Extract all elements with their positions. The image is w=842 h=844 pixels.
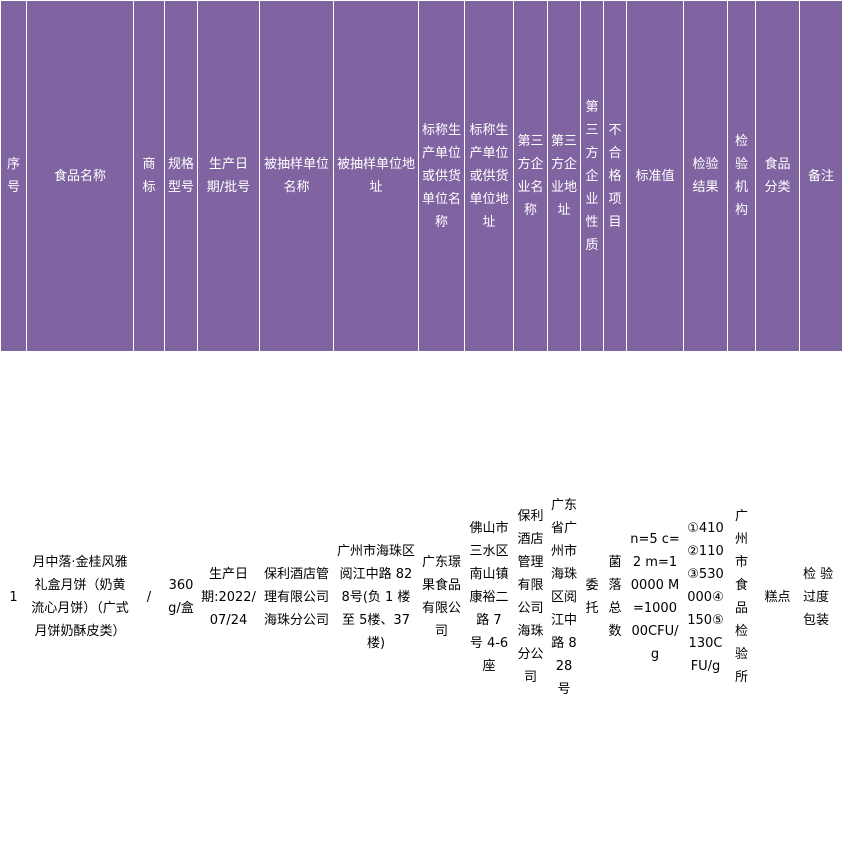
- cell-third-party-address: 广东省广州市海珠区阅江中路 828 号: [547, 351, 581, 843]
- cell-standard-value: n=5 c=2 m=10000 M=100000CFU/g: [626, 351, 684, 843]
- header-cell-test-result: 检验结果: [683, 0, 728, 352]
- header-cell-sampled-unit-name: 被抽样单位名称: [259, 0, 334, 352]
- cell-food-name: 月中落·金桂风雅礼盒月饼（奶黄流心月饼）（广式月饼奶酥皮类）: [26, 351, 134, 843]
- cell-food-category: 糕点: [755, 351, 800, 843]
- cell-third-party-name: 保利酒店管理有限公司海珠分公司: [513, 351, 548, 843]
- cell-serial-no: 1: [0, 351, 27, 843]
- cell-sampled-unit-address: 广州市海珠区阅江中路 828号(负 1 楼至 5楼、37 楼): [333, 351, 419, 843]
- table-row: 1 月中落·金桂风雅礼盒月饼（奶黄流心月饼）（广式月饼奶酥皮类） / 360g/…: [0, 351, 842, 843]
- header-cell-sampled-unit-address: 被抽样单位地址: [333, 0, 419, 352]
- header-cell-food-category: 食品分类: [755, 0, 800, 352]
- header-cell-remarks: 备注: [799, 0, 842, 352]
- header-cell-third-party-address: 第三方企业地址: [547, 0, 581, 352]
- cell-producer-name: 广东璟果食品有限公司: [418, 351, 465, 843]
- header-cell-test-agency: 检验机构: [727, 0, 756, 352]
- cell-producer-address: 佛山市三水区南山镇康裕二路 7 号 4-6 座: [464, 351, 514, 843]
- header-cell-producer-address: 标称生产单位或供货单位地址: [464, 0, 514, 352]
- cell-remarks: 检 验 过度包装: [799, 351, 842, 843]
- cell-test-result: ①410②110③530000④150⑤130CFU/g: [683, 351, 728, 843]
- header-cell-failed-item: 不合格项目: [603, 0, 627, 352]
- cell-test-agency: 广州市食品检验所: [727, 351, 756, 843]
- header-cell-production-date: 生产日期/批号: [197, 0, 260, 352]
- header-cell-food-name: 食品名称: [26, 0, 134, 352]
- header-cell-specification: 规格型号: [164, 0, 198, 352]
- cell-failed-item: 菌落总数: [603, 351, 627, 843]
- header-cell-third-party-nature: 第三方企业性质: [580, 0, 604, 352]
- header-cell-serial-no: 序号: [0, 0, 27, 352]
- cell-specification: 360g/盒: [164, 351, 198, 843]
- cell-production-date: 生产日期:2022/07/24: [197, 351, 260, 843]
- header-cell-standard-value: 标准值: [626, 0, 684, 352]
- header-cell-producer-name: 标称生产单位或供货单位名称: [418, 0, 465, 352]
- cell-trademark: /: [133, 351, 165, 843]
- cell-third-party-nature: 委托: [580, 351, 604, 843]
- header-row: 序号 食品名称 商标 规格型号 生产日期/批号 被抽样单位名称 被抽样单位地址 …: [0, 0, 842, 352]
- header-cell-trademark: 商标: [133, 0, 165, 352]
- cell-sampled-unit-name: 保利酒店管理有限公司海珠分公司: [259, 351, 334, 843]
- header-cell-third-party-name: 第三方企业名称: [513, 0, 548, 352]
